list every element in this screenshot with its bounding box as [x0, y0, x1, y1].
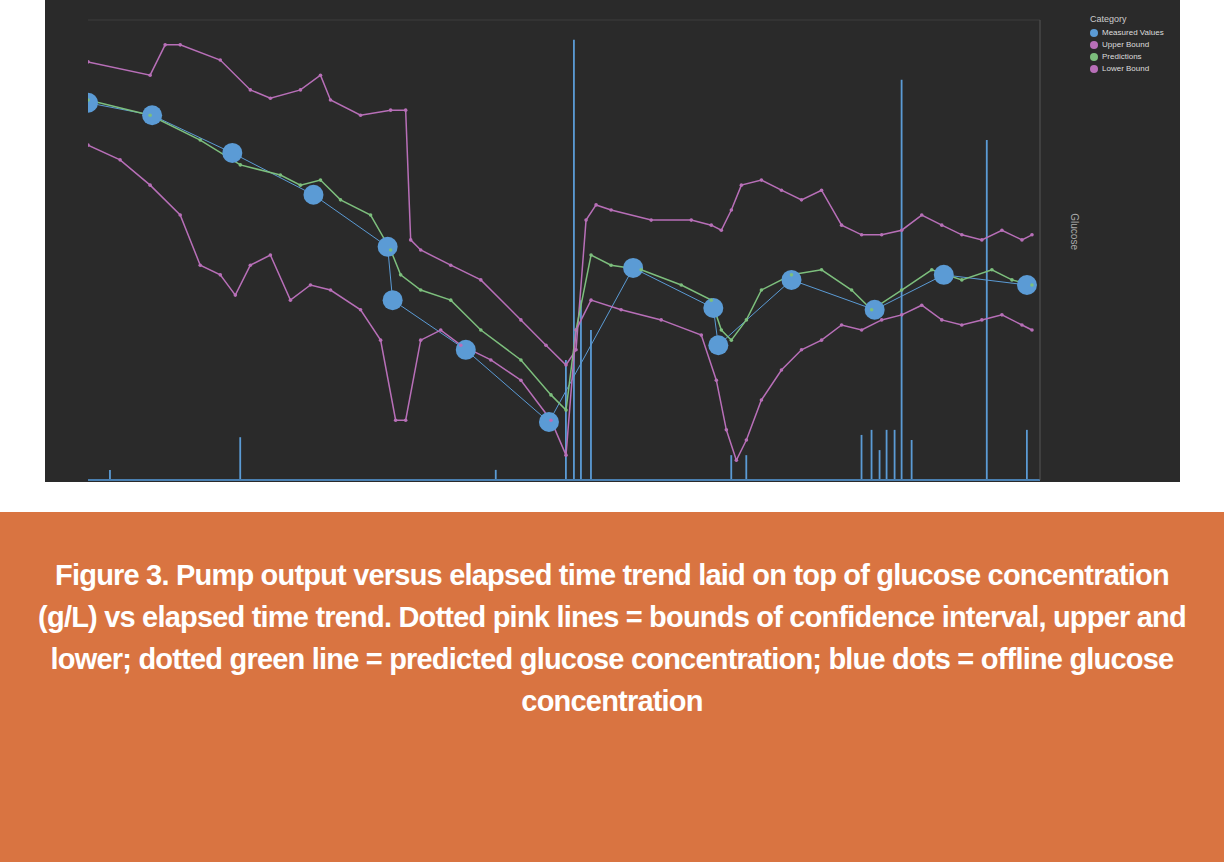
svg-text:Glucose: Glucose	[1069, 213, 1080, 250]
html-text:Lower Bound: Lower Bound	[1102, 64, 1150, 73]
html-text:Measured Values: Measured Values	[1102, 28, 1164, 37]
html-text:Figure 3. Pump output versus e: Figure 3. Pump output versus elapsed tim…	[38, 559, 1186, 717]
html-text:Predictions: Predictions	[1102, 52, 1142, 61]
html-text:Category: Category	[1090, 14, 1127, 24]
html-text:Upper Bound: Upper Bound	[1102, 40, 1150, 49]
